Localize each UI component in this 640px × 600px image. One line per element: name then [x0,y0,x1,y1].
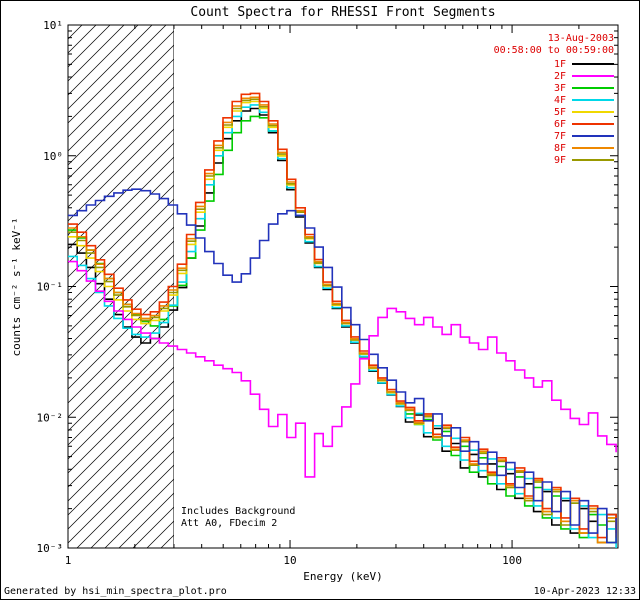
chart-title: Count Spectra for RHESSI Front Segments [190,5,495,20]
y-tick-label: 10⁻² [37,411,64,424]
y-tick-label: 10⁻¹ [37,281,64,294]
hatch-line [68,408,174,516]
series-curve-7F [68,188,617,544]
hatch-line [146,520,174,548]
spectra-curves [68,92,617,548]
hatch-line [68,254,174,362]
plot-frame [67,24,619,549]
legend-label-1F: 1F [554,59,566,70]
x-tick-label: 100 [502,554,522,567]
hatch-line [68,30,174,138]
hatch-line [68,212,174,320]
hatch-line [68,198,174,306]
hatch-line [68,436,174,544]
hatch-line [68,44,174,152]
hatch-line [104,478,174,548]
attenuator-note: Att A0, FDecim 2 [181,518,277,529]
hatch-line [68,380,174,488]
hatch-line [68,58,174,166]
hatch-line [68,100,174,208]
series-curve-2F [68,260,617,478]
background-note: Includes Background [181,506,295,517]
legend-label-2F: 2F [554,71,566,82]
hatch-line [68,72,174,180]
hatch-line [76,450,174,548]
hatch-line [68,86,174,194]
observation-date: 13-Aug-2003 [548,33,614,44]
hatch-line [68,296,174,404]
series-curve-6F [68,92,617,539]
legend-label-3F: 3F [554,83,566,94]
hatch-line [68,394,174,502]
y-tick-label: 10⁰ [43,150,63,163]
hatch-line [68,366,174,474]
hatch-line [68,240,174,348]
hatch-line [68,282,174,390]
axes: 1 10 100 10⁻³ 10⁻² 10⁻¹ 10⁰ 10¹ [37,19,619,567]
x-tick-label: 1 [65,554,72,567]
render-timestamp: 10-Apr-2023 12:33 [534,586,636,597]
observation-time-range: 00:58:00 to 00:59:00 [494,45,614,56]
generator-credit: Generated by hsi_min_spectra_plot.pro [4,586,227,597]
x-axis-label: Energy (keV) [303,570,382,583]
y-tick-label: 10⁻³ [37,542,64,555]
x-tick-label: 10 [283,554,296,567]
legend-label-5F: 5F [554,107,566,118]
hatch-line [68,25,167,124]
legend-label-6F: 6F [554,119,566,130]
hatch-line [68,268,174,376]
legend-label-8F: 8F [554,143,566,154]
y-tick-label: 10¹ [43,19,63,32]
hatch-line [68,422,174,530]
legend-label-9F: 9F [554,155,566,166]
y-axis-label: counts cm⁻² s⁻¹ keV⁻¹ [10,217,23,356]
legend-label-7F: 7F [554,131,566,142]
legend-label-4F: 4F [554,95,566,106]
